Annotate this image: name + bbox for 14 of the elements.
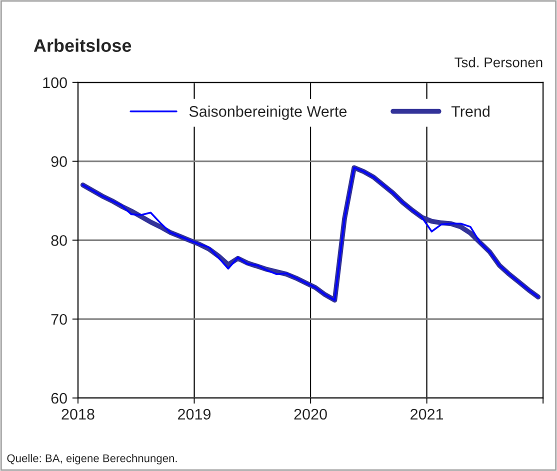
y-tick-label: 60 — [51, 392, 67, 404]
source-note: Quelle: BA, eigene Berechnungen. — [7, 454, 177, 464]
x-tick-label: 2018 — [62, 408, 94, 420]
x-tick-label: 2020 — [294, 408, 327, 420]
chart-title: Arbeitslose — [34, 38, 132, 52]
y-axis-title: Tsd. Personen — [454, 57, 542, 68]
x-tick-label: 2019 — [178, 408, 211, 420]
y-tick-label: 100 — [43, 77, 67, 88]
legend-label: Trend — [451, 106, 490, 117]
y-tick-label: 80 — [51, 235, 67, 246]
legend-label: Saisonbereinigte Werte — [189, 106, 347, 120]
y-tick-label: 70 — [51, 314, 67, 325]
x-tick-label: 2021 — [410, 408, 444, 420]
y-tick-label: 90 — [51, 156, 67, 168]
